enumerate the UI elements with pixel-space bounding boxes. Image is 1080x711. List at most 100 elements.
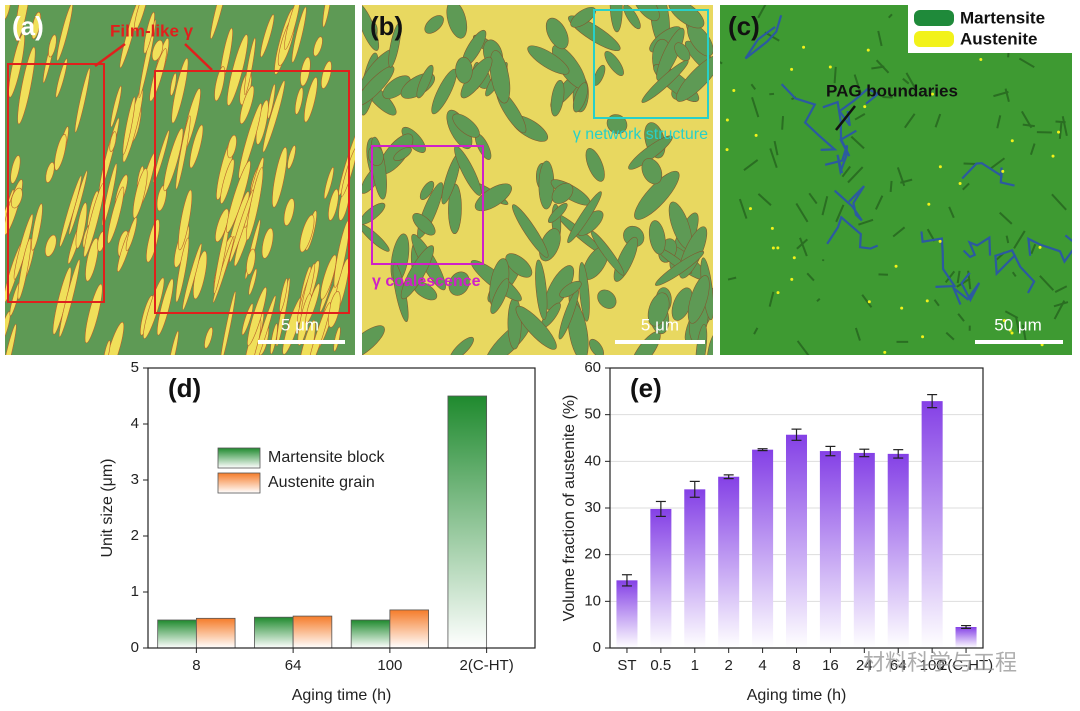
x-tick-label: 8: [192, 657, 200, 674]
texture-grain: [590, 230, 625, 276]
texture-lath: [1015, 316, 1020, 333]
texture-lath: [850, 135, 865, 150]
micrograph-c: (c) Martensite Austenite PAG boundaries …: [720, 5, 1072, 355]
texture-lath: [757, 5, 767, 19]
bar: [819, 451, 841, 648]
arrow: [94, 42, 126, 68]
plot-frame: [147, 367, 536, 649]
texture-austenite: [792, 256, 796, 260]
scale-bar-label: 5 μm: [281, 315, 319, 334]
texture-grain: [299, 214, 315, 253]
texture-austenite: [725, 148, 729, 152]
texture: [362, 5, 713, 355]
texture-grain: [675, 54, 713, 102]
highlight-box: [7, 63, 105, 303]
texture-grain: [244, 37, 256, 95]
texture-boundary: [824, 145, 849, 176]
texture-grain: [178, 189, 193, 251]
texture-grain: [246, 248, 256, 275]
texture-austenite: [863, 105, 867, 109]
texture-lath: [1004, 88, 1010, 103]
texture-austenite: [1001, 169, 1005, 173]
texture-grain: [362, 325, 385, 355]
legend-swatch: [914, 31, 954, 47]
texture-lath: [962, 182, 970, 191]
texture-boundary: [994, 248, 1036, 294]
texture-grain: [204, 327, 213, 349]
texture-lath: [1021, 110, 1033, 129]
texture-boundary: [780, 83, 838, 151]
x-tick-label: 100: [920, 657, 945, 674]
texture-grain: [307, 302, 331, 355]
texture-lath: [948, 206, 955, 219]
texture-lath: [934, 113, 942, 128]
texture-lath: [945, 331, 955, 341]
texture-austenite: [732, 89, 736, 93]
texture-lath: [1004, 310, 1019, 319]
texture-lath: [1029, 143, 1036, 155]
texture-grain: [156, 278, 174, 336]
texture-austenite: [1040, 343, 1044, 347]
annotation: γ network structure: [573, 126, 708, 143]
legend-label: Austenite: [960, 29, 1037, 48]
texture-grain: [262, 80, 286, 153]
texture-lath: [847, 166, 864, 184]
bar: [616, 580, 638, 648]
texture-lath: [835, 204, 845, 223]
texture-austenite: [1002, 319, 1006, 323]
annotation: Film-like γ: [110, 21, 194, 40]
texture-lath: [853, 74, 862, 95]
texture-lath: [806, 272, 815, 282]
texture-grain: [229, 189, 254, 263]
bar: [650, 508, 672, 648]
texture-austenite: [828, 65, 832, 69]
texture-boundary: [826, 215, 879, 250]
texture-grain: [388, 23, 401, 68]
texture-austenite: [925, 299, 929, 303]
texture-austenite: [938, 165, 942, 169]
texture-lath: [944, 270, 956, 284]
texture-lath: [996, 115, 1002, 129]
texture-grain: [44, 234, 57, 257]
texture-boundary: [962, 235, 992, 259]
y-tick-label: 20: [584, 546, 601, 563]
texture-grain: [512, 204, 549, 258]
texture-grain: [15, 5, 32, 42]
texture-lath: [904, 113, 916, 129]
texture-lath: [757, 193, 772, 207]
scale-bar-label: 5 μm: [641, 315, 679, 334]
bar: [292, 615, 333, 649]
texture-lath: [808, 192, 818, 205]
texture-boundary: [920, 231, 957, 288]
texture-lath: [963, 162, 977, 166]
bar: [195, 617, 236, 649]
texture-grain: [393, 147, 412, 161]
texture-grain: [163, 128, 184, 192]
y-tick-label: 4: [131, 415, 139, 432]
texture-grain: [31, 203, 43, 251]
texture-grain: [362, 66, 395, 106]
texture-austenite: [776, 246, 780, 250]
texture-austenite: [900, 306, 904, 310]
texture-grain: [695, 323, 708, 355]
panel-label: (d): [168, 373, 201, 403]
texture-grain: [585, 148, 605, 182]
bar: [684, 489, 706, 648]
x-axis-label: Aging time (h): [747, 687, 847, 704]
texture-grain: [48, 34, 57, 58]
panel-label: (a): [12, 11, 44, 41]
texture-grain: [56, 5, 73, 62]
texture-grain: [634, 170, 680, 220]
texture-grain: [214, 66, 226, 102]
texture-lath: [905, 72, 917, 90]
bar: [350, 619, 391, 649]
texture-grain: [58, 259, 81, 338]
bar: [921, 401, 943, 648]
texture-grain: [17, 46, 36, 125]
texture-austenite: [1008, 328, 1012, 332]
texture-grain: [455, 56, 473, 84]
texture-grain: [74, 67, 91, 133]
texture-austenite: [754, 133, 758, 137]
texture-grain: [578, 262, 590, 322]
texture-grain: [54, 134, 67, 171]
